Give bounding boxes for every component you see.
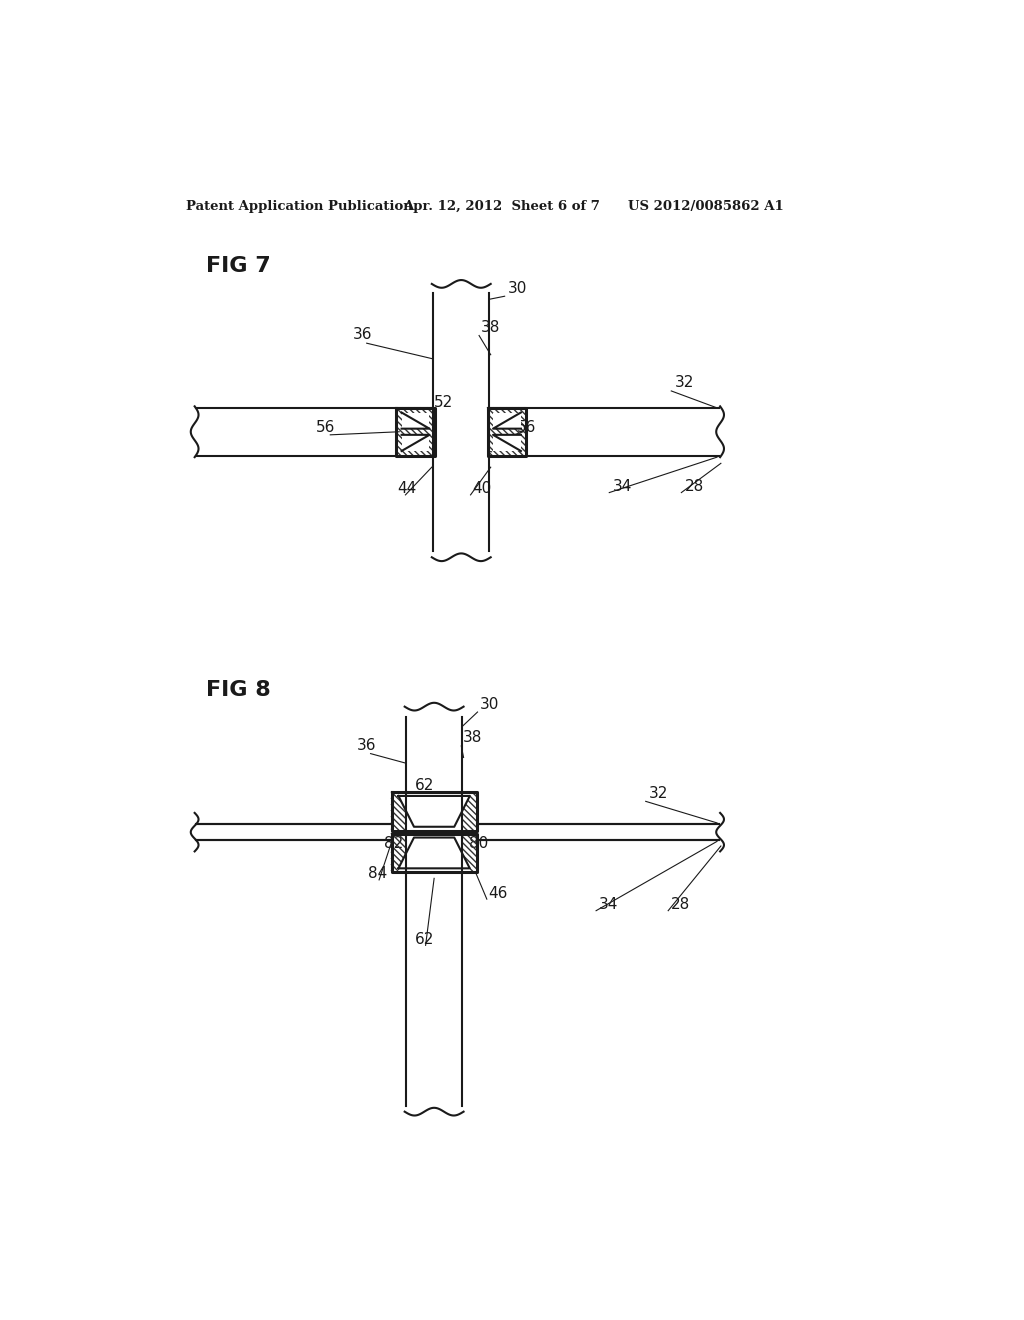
Text: 46: 46	[488, 886, 508, 900]
Text: FIG 7: FIG 7	[206, 256, 270, 276]
Polygon shape	[493, 412, 521, 429]
Polygon shape	[401, 412, 429, 429]
Text: 30: 30	[508, 281, 527, 296]
Text: 36: 36	[356, 738, 376, 752]
Text: FIG 8: FIG 8	[206, 680, 270, 700]
Text: 84: 84	[369, 866, 387, 882]
Text: Apr. 12, 2012  Sheet 6 of 7: Apr. 12, 2012 Sheet 6 of 7	[403, 199, 600, 213]
Text: 40: 40	[472, 482, 492, 496]
Text: 44: 44	[397, 482, 417, 496]
Text: 30: 30	[480, 697, 500, 711]
Text: 56: 56	[316, 420, 336, 434]
Text: 38: 38	[480, 319, 500, 335]
Polygon shape	[407, 792, 462, 830]
Polygon shape	[391, 792, 477, 830]
Text: 62: 62	[415, 777, 434, 793]
Polygon shape	[398, 792, 470, 826]
Polygon shape	[401, 434, 429, 451]
Polygon shape	[433, 408, 489, 455]
Polygon shape	[493, 434, 521, 451]
Text: 54: 54	[438, 414, 458, 429]
Text: US 2012/0085862 A1: US 2012/0085862 A1	[628, 199, 783, 213]
Text: 52: 52	[434, 395, 454, 411]
Text: 32: 32	[649, 785, 669, 800]
Text: 28: 28	[684, 479, 703, 494]
Polygon shape	[391, 834, 477, 873]
Polygon shape	[398, 837, 470, 873]
Text: 80: 80	[469, 836, 488, 850]
Text: 82: 82	[384, 836, 403, 850]
Text: 56: 56	[517, 420, 537, 434]
Text: 28: 28	[671, 898, 690, 912]
Text: 34: 34	[598, 898, 617, 912]
Polygon shape	[407, 834, 462, 873]
Text: 62: 62	[415, 932, 434, 946]
Text: 36: 36	[352, 327, 373, 342]
Text: 58: 58	[438, 433, 458, 447]
Text: Patent Application Publication: Patent Application Publication	[186, 199, 413, 213]
Text: 38: 38	[463, 730, 482, 744]
Polygon shape	[396, 408, 435, 455]
Polygon shape	[487, 408, 526, 455]
Text: 32: 32	[675, 375, 693, 391]
Text: 34: 34	[612, 479, 632, 494]
Text: 60: 60	[417, 847, 436, 862]
